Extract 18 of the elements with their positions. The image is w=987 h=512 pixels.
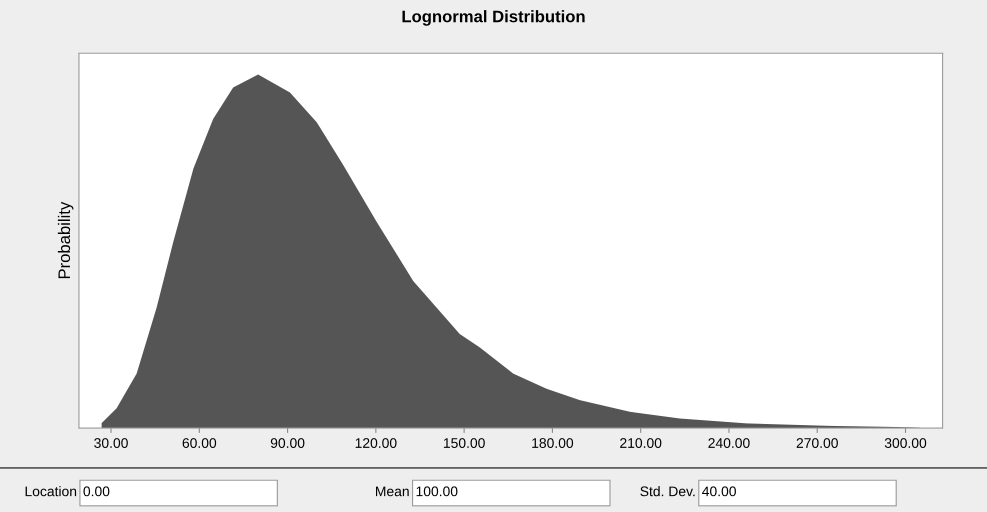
x-tick-label: 210.00 [620, 438, 662, 448]
text: 0.00 [83, 486, 110, 496]
text: Std. Dev. [640, 486, 695, 496]
x-tick-label: 30.00 [94, 438, 128, 448]
x-tick-label: 270.00 [796, 438, 838, 448]
text: 100.00 [416, 486, 458, 496]
x-tick-label: 150.00 [444, 438, 485, 448]
chart-title: Lognormal Distribution [402, 10, 585, 26]
text: Mean [376, 486, 409, 496]
x-tick-label: 90.00 [270, 438, 304, 448]
x-tick-label: 180.00 [532, 438, 574, 448]
text: 40.00 [702, 486, 736, 496]
x-tick-label: 120.00 [356, 438, 397, 448]
x-tick-label: 60.00 [182, 438, 216, 448]
x-tick-label: 240.00 [708, 438, 750, 448]
y-axis-title: Probability [58, 202, 74, 278]
x-tick-label: 300.00 [884, 438, 926, 448]
text: Location [26, 486, 76, 496]
